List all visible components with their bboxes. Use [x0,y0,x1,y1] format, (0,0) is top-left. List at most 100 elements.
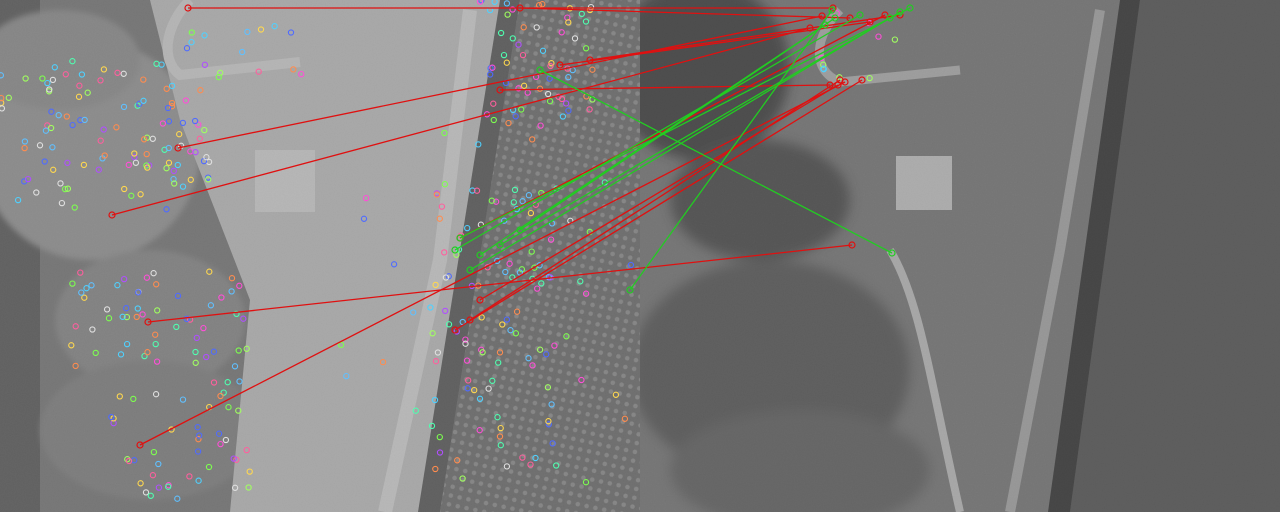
keypoint-marker [546,98,554,105]
keypoint-marker [68,342,75,349]
keypoint-marker [490,116,497,124]
keypoint-marker [239,48,246,56]
keypoint-marker [519,454,526,461]
keypoint-marker [108,413,115,421]
keypoint-marker [503,463,511,470]
keypoint-marker [215,73,222,81]
inlier-match-line-7 [454,14,861,251]
keypoint-marker [555,93,562,100]
keypoint-marker [442,307,449,315]
keypoint-marker [114,282,121,289]
keypoint-marker [22,75,29,82]
keypoint-marker [255,68,262,75]
keypoint-marker [141,352,148,360]
keypoint-marker [0,72,5,79]
keypoint-marker [137,191,144,198]
keypoint-marker [0,105,6,112]
keypoint-marker [139,311,146,318]
outlier-match-endpoint [818,12,826,20]
keypoint-marker [476,0,484,5]
keypoint-marker [538,280,545,287]
keypoint-marker [548,401,555,408]
keypoint-marker [71,204,78,211]
inlier-match-endpoint [536,66,544,74]
keypoint-marker [243,345,250,352]
keypoint-marker [113,124,120,131]
keypoint-marker [445,273,452,280]
keypoint-marker [432,281,439,289]
inlier-match-line-1 [459,7,911,239]
keypoint-marker [143,150,150,158]
keypoint-marker [47,124,55,132]
keypoint-marker [578,376,585,384]
inlier-match-endpoint [831,14,839,22]
inlier-match-endpoint [906,4,914,12]
keypoint-marker [427,304,434,311]
keypoint-marker [78,71,86,78]
keypoint-marker [170,167,177,175]
inlier-match-endpoint [476,251,484,259]
keypoint-marker [33,189,40,196]
keypoint-marker [163,85,170,92]
inlier-match-endpoint [886,14,894,22]
keypoint-marker [473,187,481,194]
keypoint-marker [165,144,172,152]
keypoint-marker [205,176,212,183]
keypoint-marker [81,294,88,301]
keypoint-marker [432,465,439,473]
keypoint-marker [441,129,448,137]
inlier-match-endpoint [856,11,864,19]
keypoint-marker [100,66,108,73]
keypoint-marker [503,316,511,323]
keypoint-marker [532,454,539,462]
keypoint-marker [143,274,151,281]
outlier-match-endpoint [516,4,524,12]
keypoint-marker [187,176,194,183]
keypoint-marker [224,379,231,386]
keypoint-marker [192,348,199,356]
keypoint-marker [191,117,199,125]
keypoint-marker [551,342,558,349]
keypoint-marker [518,106,525,113]
outlier-match-endpoint [556,61,564,69]
keypoint-marker [225,404,232,411]
keypoint-marker [494,414,501,421]
keypoint-marker [117,351,125,358]
keypoint-marker [513,308,521,315]
keypoint-marker [24,175,32,183]
keypoint-marker [120,103,128,111]
keypoint-marker [84,89,91,96]
keypoint-marker [512,330,520,337]
outlier-match-line-7 [479,84,839,301]
keypoint-marker [565,19,572,26]
keypoint-marker [196,135,203,142]
keypoint-marker [510,199,517,206]
inlier-match-endpoint [466,266,474,274]
keypoint-marker [505,119,512,127]
keypoint-marker [459,475,466,482]
keypoint-marker [49,144,56,151]
keypoint-marker [515,85,522,92]
keypoint-marker [183,45,191,52]
keypoint-marker [497,442,504,449]
keypoint-marker [164,104,172,112]
keypoint-marker [533,24,540,31]
keypoint-marker [153,281,160,288]
keypoint-marker [236,282,243,289]
inlier-match-endpoint [626,286,634,294]
keypoint-marker [217,392,224,400]
keypoint-marker [362,194,370,202]
keypoint-marker [132,159,140,166]
keypoint-marker [582,290,590,297]
outlier-match-line-5 [139,81,846,446]
keypoint-marker [515,41,522,48]
keypoint-marker [464,385,471,392]
keypoint-marker [488,197,495,204]
keypoint-marker [120,70,127,77]
keypoint-marker [233,310,240,318]
keypoint-marker [92,349,99,357]
keypoint-marker [197,87,204,94]
keypoint-marker [485,385,492,392]
keypoint-marker [497,424,504,432]
keypoint-marker [235,347,242,354]
